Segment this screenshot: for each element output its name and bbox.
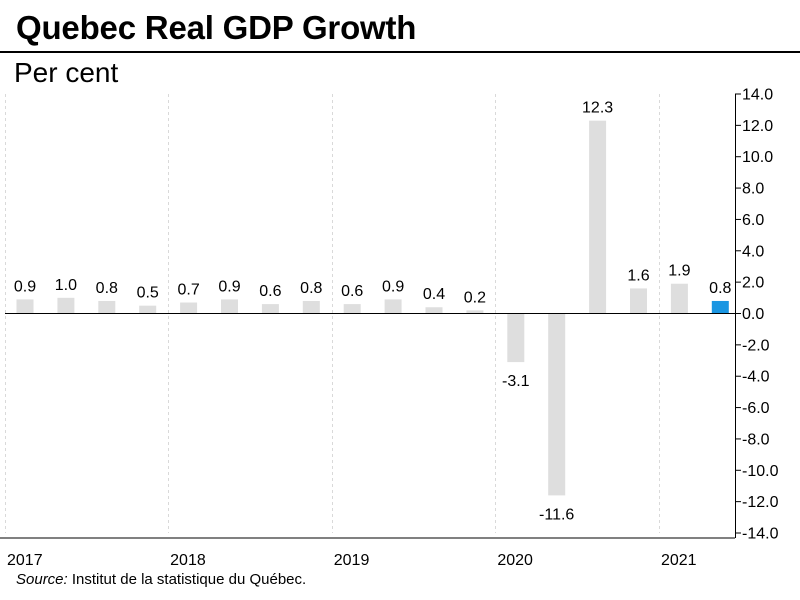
data-label: 0.8 <box>96 280 118 297</box>
bar <box>425 307 443 314</box>
x-year-label: 2019 <box>334 552 370 569</box>
bar <box>98 300 116 314</box>
data-label: 0.8 <box>300 280 322 297</box>
data-label: 0.8 <box>709 280 731 297</box>
bar <box>16 299 34 314</box>
bar <box>630 288 647 314</box>
bar <box>466 310 484 314</box>
bar <box>180 302 198 314</box>
y-tick-label: -2.0 <box>742 337 770 354</box>
x-year-label: 2018 <box>170 552 206 569</box>
bar <box>711 300 729 314</box>
title-divider <box>0 51 800 53</box>
data-label: 0.6 <box>341 283 363 300</box>
bar-layer <box>16 120 729 496</box>
y-tick-label: 12.0 <box>742 118 773 135</box>
data-label: 0.4 <box>423 286 445 303</box>
bar <box>139 305 157 314</box>
y-tick-label: 14.0 <box>742 87 773 104</box>
y-tick-label: 0.0 <box>742 306 764 323</box>
x-year-label: 2020 <box>497 552 533 569</box>
y-tick-label: 2.0 <box>742 275 764 292</box>
grid-layer <box>5 94 660 533</box>
bar <box>221 299 238 314</box>
data-label: 1.6 <box>627 267 649 284</box>
y-tick-label: -10.0 <box>742 463 779 480</box>
y-tick-label: 8.0 <box>742 181 764 198</box>
data-label: 0.7 <box>177 282 199 299</box>
data-label: 0.9 <box>14 278 36 295</box>
bar <box>589 120 607 314</box>
bar <box>670 283 688 314</box>
data-label: 0.9 <box>218 278 240 295</box>
y-tick-label: -14.0 <box>742 526 779 543</box>
data-label: 0.9 <box>382 278 404 295</box>
data-label: -11.6 <box>539 506 574 523</box>
y-tick-label: 10.0 <box>742 149 773 166</box>
data-label: 12.3 <box>582 100 613 117</box>
source-note: Source: Institut de la statistique du Qu… <box>16 571 306 588</box>
chart-subtitle: Per cent <box>14 57 119 88</box>
bar <box>261 304 279 314</box>
y-tick-label: 6.0 <box>742 212 764 229</box>
data-label: -3.1 <box>502 373 530 390</box>
bar <box>548 313 566 496</box>
y-tick-label: -8.0 <box>742 431 770 448</box>
axis-layer <box>0 93 741 539</box>
bar <box>57 297 75 314</box>
data-label: 1.9 <box>668 263 690 280</box>
label-layer: 14.0 12.0 10.0 8.0 6.0 4.0 2.0 0.0 -2.0 -4.0 -6.0 -… <box>7 87 779 570</box>
data-label: 0.5 <box>137 285 159 302</box>
y-tick-label: -4.0 <box>742 369 770 386</box>
chart-title: Quebec Real GDP Growth <box>16 9 417 46</box>
data-label: 0.2 <box>464 289 486 306</box>
data-label: 1.0 <box>55 277 77 294</box>
source-text: Institut de la statistique du Québec. <box>71 571 307 588</box>
bar <box>343 304 361 314</box>
bar <box>507 313 525 363</box>
bar <box>302 300 320 314</box>
data-label: 0.6 <box>259 283 281 300</box>
x-year-label: 2021 <box>661 552 697 569</box>
source-prefix: Source: <box>16 571 68 588</box>
x-year-label: 2017 <box>7 552 43 569</box>
y-tick-label: -6.0 <box>742 400 770 417</box>
y-tick-label: -12.0 <box>742 494 779 511</box>
y-tick-label: 4.0 <box>742 243 764 260</box>
bar <box>384 299 402 314</box>
